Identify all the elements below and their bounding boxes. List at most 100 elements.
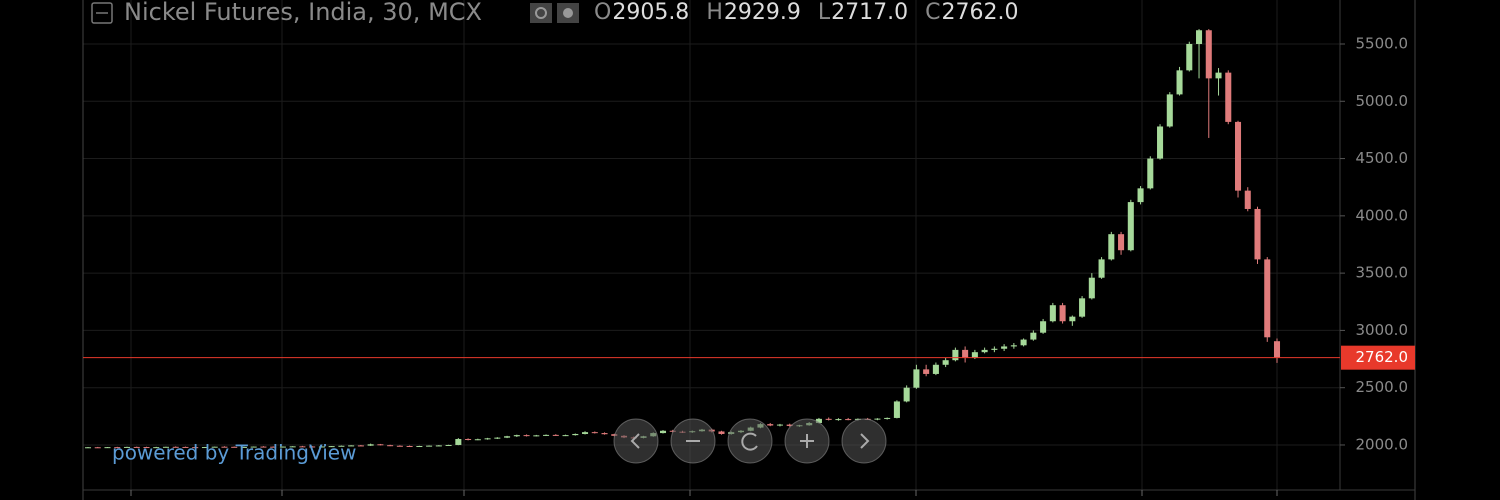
candle-body [1166, 94, 1173, 127]
candle-body [1020, 339, 1027, 346]
candle-body [114, 447, 121, 449]
candle-body [825, 418, 832, 420]
candle-body [504, 436, 511, 438]
candle-body [1127, 202, 1134, 251]
y-tick-label: 2000.0 [1356, 435, 1409, 453]
candle-body [1186, 43, 1193, 71]
candle-body [1118, 234, 1125, 251]
candle-body [991, 348, 998, 350]
legend-header: Nickel Futures, India, 30, MCX O 2905.8 H 2… [91, 0, 1018, 26]
right-icon [860, 433, 870, 449]
candle-body [1225, 72, 1232, 122]
navigation-buttons [613, 418, 887, 464]
candle-body [971, 352, 978, 358]
candle-body [1196, 30, 1203, 44]
candle-body [767, 424, 774, 426]
candle-body [1049, 305, 1056, 322]
time-axis-ticks [130, 490, 1278, 496]
candle-body [1079, 298, 1086, 317]
candle-body [1205, 30, 1212, 79]
last-price-label: 2762.0 [1356, 348, 1409, 366]
candle-body [1108, 234, 1115, 260]
candle-body [893, 401, 900, 418]
candle-body [1088, 277, 1095, 299]
plot [83, 29, 1340, 449]
ohlc-value: 2929.9 [724, 0, 801, 25]
candle-body [874, 418, 881, 420]
candle-body [484, 438, 491, 440]
candle-body [1040, 321, 1047, 333]
candle-body [1098, 259, 1105, 278]
candle-body [299, 446, 306, 448]
candle-body [952, 349, 959, 361]
candle-body [192, 447, 199, 449]
candle-body [1176, 70, 1183, 95]
candle-body [133, 446, 140, 448]
candle-body [338, 445, 345, 447]
candle-body [562, 435, 569, 437]
collapse-button[interactable] [91, 2, 113, 24]
scroll-right-button[interactable] [841, 418, 887, 464]
candle-body [279, 446, 286, 448]
candle-body [328, 446, 335, 448]
candle-body [143, 447, 150, 449]
candle-body [1215, 72, 1222, 79]
y-tick-label: 5000.0 [1356, 92, 1409, 110]
candle-body [474, 439, 481, 441]
candle-body [601, 433, 608, 435]
candle-body [1234, 121, 1242, 191]
candle-body [201, 447, 208, 449]
candle-body [913, 369, 920, 388]
watermark[interactable]: powered by TradingView [112, 441, 356, 465]
visibility-button[interactable] [530, 3, 552, 23]
candle-body [1030, 332, 1037, 340]
candle-body [435, 445, 442, 447]
candle-body [835, 419, 842, 421]
candle-body [1264, 259, 1271, 338]
eye-icon [535, 7, 547, 19]
reset-button[interactable] [727, 418, 773, 464]
y-tick-label: 2500.0 [1356, 378, 1409, 396]
candle-body [1069, 316, 1076, 322]
candle-body [455, 439, 462, 445]
candle-body [1157, 126, 1164, 159]
y-tick-label: 4000.0 [1356, 206, 1409, 224]
left-icon [630, 433, 640, 449]
candle-body [357, 445, 364, 447]
candle-body [1137, 188, 1144, 203]
candle-body [445, 444, 452, 446]
candle-body [1059, 305, 1066, 322]
reset-icon [741, 432, 758, 451]
candle-body [884, 417, 891, 419]
candle-body [250, 446, 257, 448]
candle-body [786, 424, 793, 426]
candle-body [572, 433, 579, 436]
candle-body [1244, 190, 1251, 209]
chart-title: Nickel Futures, India, 30, MCX [124, 0, 482, 26]
candle-body [84, 447, 92, 449]
ohlc-value: 2762.0 [941, 0, 1018, 25]
scroll-left-button[interactable] [613, 418, 659, 464]
candle-body [582, 432, 589, 434]
candle-body [523, 435, 530, 437]
candle-body [552, 434, 559, 436]
candle-body [1147, 158, 1154, 189]
y-tick-label: 4500.0 [1356, 149, 1409, 167]
ohlc-values: O 2905.8 H 2929.9 L 2717.0 C 2762.0 [594, 0, 1018, 25]
candle-body [718, 431, 725, 434]
candle-body [162, 446, 169, 448]
candle-body [406, 446, 413, 448]
candle-body [962, 349, 969, 358]
candle-body [815, 418, 822, 423]
ohlc-key: H [706, 0, 723, 25]
candle-body [172, 446, 179, 448]
y-tick-label: 3500.0 [1356, 264, 1409, 282]
candle-body [289, 446, 296, 448]
candle-body [221, 446, 228, 448]
candle-body [396, 445, 403, 447]
candle-body [845, 419, 852, 421]
candle-body [123, 446, 131, 448]
candle-body [348, 445, 355, 447]
